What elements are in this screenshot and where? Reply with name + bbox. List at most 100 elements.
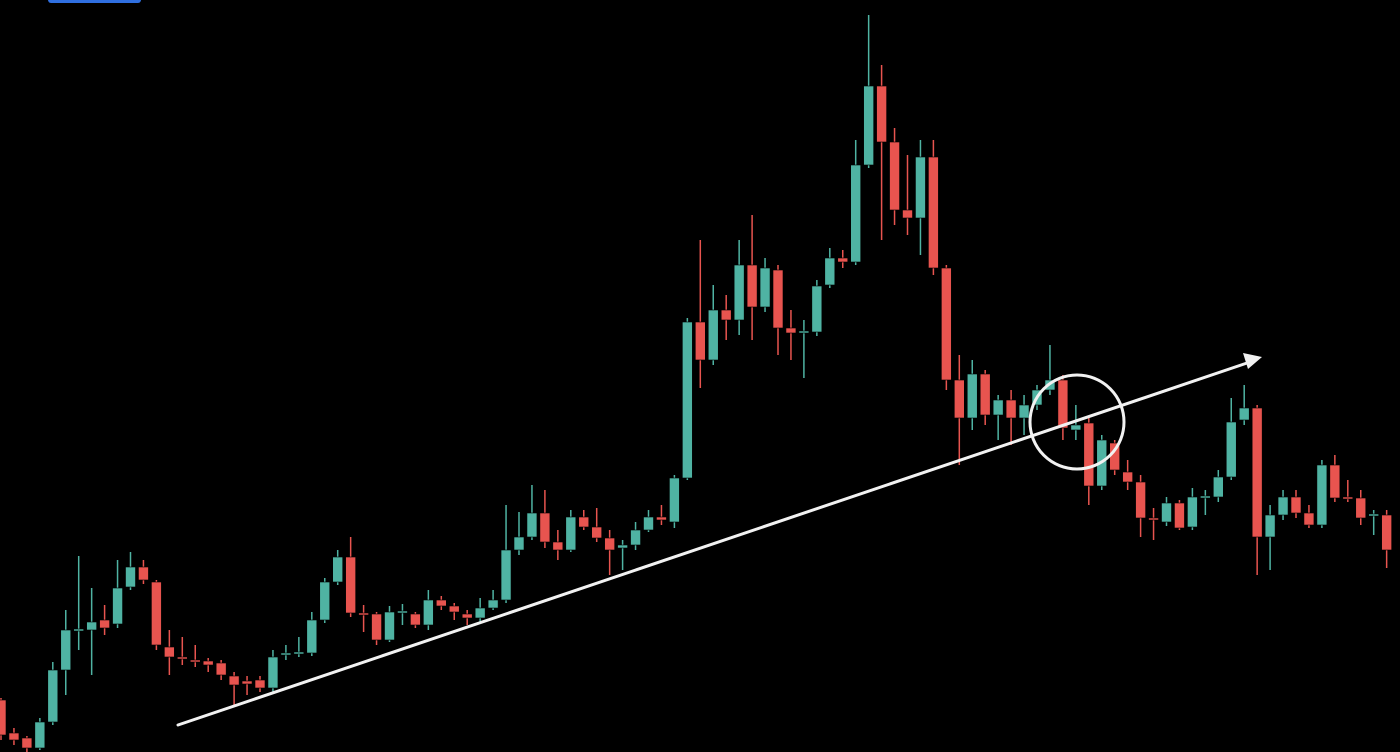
candle-body bbox=[565, 516, 577, 551]
candle-body bbox=[979, 373, 991, 416]
candle-body bbox=[798, 330, 810, 334]
candle-body bbox=[707, 309, 719, 361]
candle-body bbox=[1316, 464, 1328, 526]
candle-body bbox=[151, 581, 162, 646]
highlight-circle bbox=[1028, 373, 1126, 471]
candle-body bbox=[1342, 496, 1354, 500]
candle-body bbox=[1329, 464, 1341, 499]
arrow-head bbox=[1243, 353, 1262, 369]
candle-body bbox=[371, 613, 382, 641]
candle-body bbox=[448, 605, 460, 613]
candles bbox=[0, 15, 1392, 752]
candle-body bbox=[8, 732, 20, 741]
candle-body bbox=[474, 607, 486, 619]
candle-body bbox=[837, 257, 849, 263]
candle-body bbox=[604, 537, 615, 551]
candle-body bbox=[1251, 407, 1263, 538]
candle-body bbox=[552, 541, 564, 551]
candle-body bbox=[578, 516, 590, 528]
candle-body bbox=[202, 660, 214, 666]
candle-body bbox=[1277, 496, 1289, 516]
candle-body bbox=[811, 285, 823, 333]
candle-body bbox=[824, 257, 836, 286]
candle-body bbox=[656, 516, 667, 521]
candle-body bbox=[733, 264, 745, 321]
trend-line bbox=[176, 360, 1252, 727]
candle-body bbox=[772, 269, 784, 329]
candle-body bbox=[1018, 404, 1030, 419]
candle-body bbox=[112, 587, 123, 625]
candle-body bbox=[125, 566, 136, 588]
candle-body bbox=[1264, 514, 1276, 538]
candle-body bbox=[889, 141, 900, 211]
candle-body bbox=[1083, 422, 1095, 487]
candle-body bbox=[384, 611, 395, 641]
candle-body bbox=[617, 544, 628, 549]
candle-body bbox=[953, 379, 965, 419]
candle-body bbox=[1368, 513, 1379, 517]
candle-body bbox=[47, 669, 59, 723]
candle-body bbox=[539, 512, 551, 543]
candle-body bbox=[435, 599, 447, 607]
candle-body bbox=[228, 675, 240, 686]
candle-body bbox=[280, 652, 292, 656]
candle-body bbox=[591, 526, 603, 539]
candle-body bbox=[423, 599, 434, 626]
candle-body bbox=[643, 516, 654, 531]
candle-body bbox=[759, 267, 771, 308]
candle-body bbox=[720, 309, 732, 321]
candle-body bbox=[1213, 476, 1224, 498]
candle-body bbox=[966, 373, 978, 419]
candle-body bbox=[345, 556, 356, 614]
candle-body bbox=[1381, 514, 1392, 551]
candle-body bbox=[332, 556, 344, 583]
candle-body bbox=[34, 721, 46, 749]
candle-body bbox=[358, 612, 369, 616]
candle-body bbox=[915, 156, 926, 219]
candle-body bbox=[86, 621, 97, 631]
candle-body bbox=[850, 164, 862, 263]
candle-body bbox=[1200, 495, 1211, 499]
annotations bbox=[176, 353, 1262, 727]
candle-body bbox=[306, 619, 318, 654]
candle-body bbox=[630, 529, 641, 546]
candle-body bbox=[138, 566, 149, 581]
candle-body bbox=[1290, 496, 1302, 514]
candle-body bbox=[73, 628, 84, 632]
candle-body bbox=[99, 619, 110, 629]
candle-body bbox=[1225, 421, 1237, 478]
candle-body bbox=[992, 399, 1004, 416]
candle-body bbox=[1005, 399, 1017, 419]
candle-body bbox=[1122, 471, 1133, 483]
candle-body bbox=[60, 629, 72, 671]
candle-body bbox=[21, 737, 33, 749]
candle-body bbox=[500, 549, 512, 601]
candle-body bbox=[1303, 512, 1315, 526]
candle-body bbox=[164, 646, 175, 658]
candle-body bbox=[513, 536, 525, 551]
candle-body bbox=[1238, 407, 1250, 421]
candle-body bbox=[461, 613, 473, 619]
candle-body bbox=[0, 699, 7, 736]
candle-body bbox=[267, 656, 279, 689]
candle-body bbox=[928, 156, 939, 269]
candle-body bbox=[1187, 496, 1198, 528]
candle-body bbox=[694, 321, 706, 361]
candle-body bbox=[410, 613, 421, 626]
candle-body bbox=[319, 581, 331, 621]
candle-body bbox=[177, 656, 188, 660]
candle-body bbox=[215, 662, 227, 676]
toolbar-button[interactable] bbox=[48, 0, 141, 3]
candle-body bbox=[669, 477, 680, 523]
candle-body bbox=[902, 209, 913, 219]
candle-body bbox=[1355, 497, 1367, 519]
candle-body bbox=[876, 85, 887, 143]
candle-body bbox=[254, 679, 266, 689]
candle-body bbox=[941, 267, 952, 381]
candle-body bbox=[1161, 502, 1172, 523]
candle-body bbox=[487, 599, 499, 609]
candle-body bbox=[189, 659, 201, 663]
candle-body bbox=[293, 651, 305, 655]
